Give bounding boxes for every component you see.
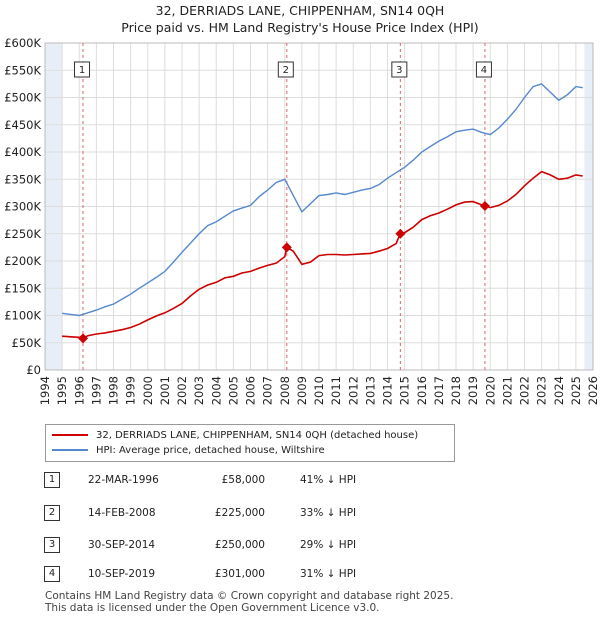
footer-line-2: This data is licensed under the Open Gov…: [45, 602, 380, 614]
y-tick-label: £0: [26, 363, 41, 377]
sale-label-box: [475, 61, 492, 78]
legend-item-hpi: HPI: Average price, detached house, Wilt…: [52, 444, 325, 458]
sale-date: 30-SEP-2014: [88, 539, 156, 551]
x-tick-label: 1999: [124, 376, 138, 405]
sale-price: £58,000: [221, 474, 265, 486]
x-tick-label: 2000: [141, 376, 155, 405]
sale-label: 2: [283, 65, 289, 76]
series-property: [62, 170, 583, 340]
sale-point: [395, 228, 406, 239]
sale-point: [479, 200, 490, 211]
footer-attribution: Contains HM Land Registry data © Crown c…: [45, 590, 453, 614]
x-tick-label: 2015: [398, 376, 412, 405]
sale-hpi-diff: 33% ↓ HPI: [300, 507, 357, 519]
sale-number-badge: 4: [44, 566, 60, 582]
x-tick-label: 1995: [55, 376, 69, 405]
y-tick-label: £100K: [4, 309, 41, 323]
sale-date: 14-FEB-2008: [88, 507, 156, 519]
x-tick-label: 2003: [192, 376, 206, 405]
sale-date: 22-MAR-1996: [88, 474, 159, 486]
x-tick-label: 2022: [518, 376, 532, 405]
sale-label-box: [74, 61, 91, 78]
plot-border: [44, 42, 594, 371]
sale-price: £250,000: [214, 539, 265, 551]
x-tick-label: 2007: [261, 376, 275, 405]
price-chart: 1 2 3 4 £0 £50K £100K £150K £200K £250K £300K £350…: [4, 36, 600, 405]
legend-label-property: 32, DERRIADS LANE, CHIPPENHAM, SN14 0QH …: [96, 430, 419, 441]
y-tick-label: £400K: [4, 145, 41, 159]
x-tick-label: 2009: [295, 376, 309, 405]
x-tick-label: 2004: [209, 376, 223, 405]
x-tick-label: 2005: [226, 376, 240, 405]
y-tick-label: £150K: [4, 281, 41, 295]
y-tick-label: £600K: [4, 36, 41, 50]
x-tick-label: 2020: [483, 376, 497, 405]
sale-price: £225,000: [214, 507, 265, 519]
x-tick-label: 2006: [244, 376, 258, 405]
y-tick-label: £450K: [4, 118, 41, 132]
x-tick-label: 2024: [552, 376, 566, 405]
y-tick-label: £200K: [4, 254, 41, 268]
x-tick-label: 2008: [278, 376, 292, 405]
sale-number-badge: 1: [44, 472, 60, 488]
series-hpi: [62, 83, 583, 317]
chart-subtitle: Price paid vs. HM Land Registry's House …: [121, 20, 479, 35]
x-tick-label: 2018: [449, 376, 463, 405]
sale-label: 3: [396, 65, 402, 76]
x-tick-label: 2021: [500, 376, 514, 405]
sale-label-box: [391, 61, 408, 78]
x-tick-label: 2014: [381, 376, 395, 405]
y-tick-label: £550K: [4, 63, 41, 77]
sale-date: 10-SEP-2019: [88, 568, 156, 580]
x-tick-label: 2013: [363, 376, 377, 405]
sale-number-badge: 3: [44, 537, 60, 553]
x-tick-label: 2012: [346, 376, 360, 405]
x-tick-label: 2002: [175, 376, 189, 405]
y-tick-label: £500K: [4, 91, 41, 105]
sale-hpi-diff: 31% ↓ HPI: [300, 568, 357, 580]
x-tick-label: 2011: [329, 376, 343, 405]
sale-point: [281, 242, 292, 253]
sale-label: 1: [79, 65, 85, 76]
chart-title: 32, DERRIADS LANE, CHIPPENHAM, SN14 0QH: [155, 3, 445, 18]
x-tick-label: 1998: [107, 376, 121, 405]
x-tick-label: 2019: [466, 376, 480, 405]
x-tick-label: 2023: [535, 376, 549, 405]
x-tick-label: 2026: [586, 376, 600, 405]
x-tick-label: 2017: [432, 376, 446, 405]
x-tick-label: 1997: [89, 376, 103, 405]
x-tick-label: 2025: [569, 376, 583, 405]
x-tick-label: 2001: [158, 376, 172, 405]
legend-swatch-hpi: [52, 449, 88, 451]
x-tick-label: 2016: [415, 376, 429, 405]
sale-point: [78, 333, 89, 344]
x-tick-label: 1994: [38, 376, 52, 405]
x-tick-label: 2010: [312, 376, 326, 405]
sale-label: 4: [481, 65, 487, 76]
sale-hpi-diff: 29% ↓ HPI: [300, 539, 357, 551]
y-tick-label: £350K: [4, 172, 41, 186]
legend-label-hpi: HPI: Average price, detached house, Wilt…: [96, 445, 325, 456]
y-tick-label: £300K: [4, 200, 41, 214]
y-tick-label: £250K: [4, 227, 41, 241]
sale-label-box: [277, 61, 294, 78]
sale-number-badge: 2: [44, 505, 60, 521]
legend-swatch-property: [52, 434, 88, 436]
sale-price: £301,000: [214, 568, 265, 580]
legend-item-property: 32, DERRIADS LANE, CHIPPENHAM, SN14 0QH …: [52, 429, 418, 443]
footer-line-1: Contains HM Land Registry data © Crown c…: [45, 590, 454, 602]
chart-title-block: 32, DERRIADS LANE, CHIPPENHAM, SN14 0QH …: [0, 2, 600, 36]
chart-legend: 32, DERRIADS LANE, CHIPPENHAM, SN14 0QH …: [45, 424, 455, 462]
y-tick-label: £50K: [12, 336, 42, 350]
sale-hpi-diff: 41% ↓ HPI: [300, 474, 357, 486]
x-tick-label: 1996: [72, 376, 86, 405]
